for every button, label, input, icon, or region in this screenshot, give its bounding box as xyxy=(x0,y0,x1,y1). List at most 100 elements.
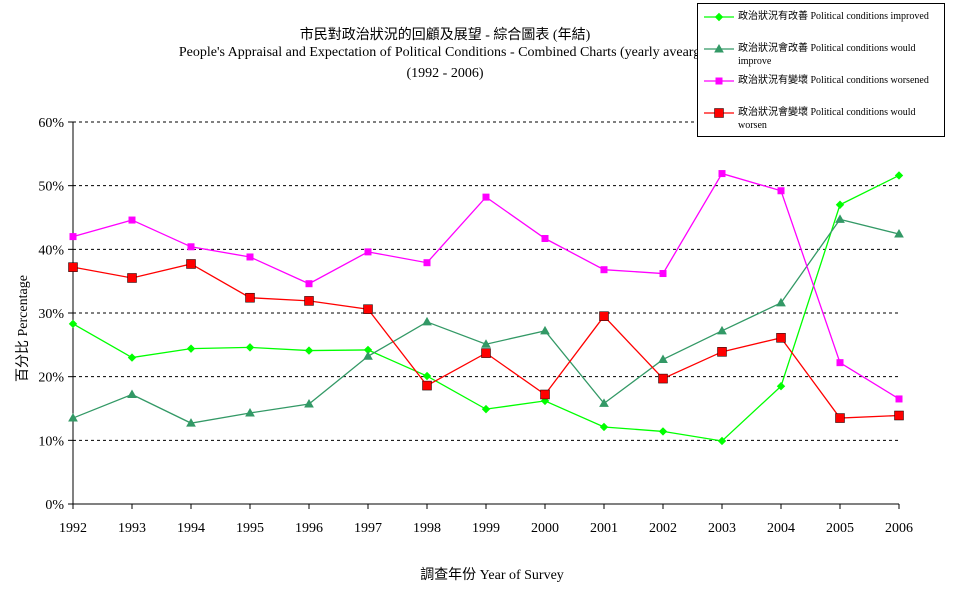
legend-label-improved: 政治狀況有改善 Political conditions improved xyxy=(738,11,929,22)
legend-swatch-would-improve xyxy=(704,43,734,53)
data-point xyxy=(481,348,491,358)
data-point xyxy=(599,398,609,407)
series-line xyxy=(72,174,900,442)
data-point xyxy=(304,399,314,408)
data-point xyxy=(304,296,314,306)
x-tick-label: 1994 xyxy=(177,521,205,536)
y-tick-label: 10% xyxy=(38,434,64,449)
x-axis-label: 調查年份 Year of Survey xyxy=(420,568,564,583)
data-point xyxy=(894,229,904,238)
data-point xyxy=(659,270,667,278)
data-point xyxy=(836,359,844,367)
y-axis-label: 百分比 Percentage xyxy=(16,275,31,382)
data-point xyxy=(127,353,137,362)
legend-label-would-improve: 政治狀況會改善 Political conditions would impro… xyxy=(738,43,916,67)
chart-title: 市民對政治狀況的回顧及展望 - 綜合圖表 (年結) xyxy=(299,28,591,43)
data-point xyxy=(835,413,845,423)
data-point xyxy=(245,343,255,352)
legend: 政治狀況有改善 Political conditions improved 政治… xyxy=(697,3,945,137)
data-point xyxy=(717,325,727,335)
data-point xyxy=(363,304,373,314)
legend-swatch-would-worsen xyxy=(704,108,734,118)
x-tick-label: 2005 xyxy=(826,521,854,536)
legend-marker xyxy=(714,12,724,22)
data-point xyxy=(68,413,78,422)
data-point xyxy=(481,404,491,414)
data-point xyxy=(423,259,431,267)
x-tick-label: 2002 xyxy=(649,521,677,536)
data-point xyxy=(127,273,137,283)
data-point xyxy=(776,333,786,343)
data-point xyxy=(717,347,727,357)
x-tick-label: 2006 xyxy=(885,521,913,536)
x-tick-label: 1996 xyxy=(295,521,323,536)
x-tick-label: 1998 xyxy=(413,521,441,536)
x-tick-label: 2001 xyxy=(590,521,618,536)
data-point xyxy=(835,214,845,223)
data-point xyxy=(718,170,726,178)
legend-marker xyxy=(714,108,724,118)
series-3 xyxy=(68,259,904,423)
series-0 xyxy=(68,171,904,446)
data-point xyxy=(658,354,668,363)
data-point xyxy=(777,187,785,195)
legend-swatch-improved xyxy=(704,12,734,22)
data-point xyxy=(541,235,549,243)
legend-marker xyxy=(714,43,724,53)
series-line xyxy=(72,218,900,424)
data-point xyxy=(186,259,196,269)
x-tick-label: 2003 xyxy=(708,521,736,536)
series-2 xyxy=(69,170,903,403)
data-point xyxy=(422,380,432,391)
chart-year-range: (1992 - 2006) xyxy=(406,66,484,81)
data-point xyxy=(540,325,550,335)
data-point xyxy=(245,407,255,417)
chart-subtitle: People's Appraisal and Expectation of Po… xyxy=(178,45,712,60)
data-point xyxy=(658,427,668,436)
series-line xyxy=(72,172,900,400)
x-tick-label: 2004 xyxy=(767,521,795,536)
x-tick-label: 1993 xyxy=(118,521,146,536)
y-tick-label: 0% xyxy=(45,498,64,513)
x-tick-label: 2000 xyxy=(531,521,559,536)
data-point xyxy=(363,351,373,360)
data-point xyxy=(127,389,137,398)
data-point xyxy=(481,339,491,348)
data-point xyxy=(422,371,432,381)
data-point xyxy=(776,382,786,391)
data-point xyxy=(364,248,372,256)
data-point xyxy=(187,243,195,251)
data-point xyxy=(305,280,313,288)
x-tick-label: 1995 xyxy=(236,521,264,536)
y-tick-label: 40% xyxy=(38,243,64,258)
data-point xyxy=(599,422,609,432)
y-tick-label: 60% xyxy=(38,116,64,131)
x-tick-label: 1997 xyxy=(354,521,382,536)
data-point xyxy=(186,418,196,427)
data-point xyxy=(68,262,78,272)
legend-marker xyxy=(715,77,723,85)
x-tick-label: 1992 xyxy=(59,521,87,536)
y-tick-label: 30% xyxy=(38,307,64,322)
data-point xyxy=(128,216,136,224)
data-point xyxy=(600,266,608,274)
data-point xyxy=(540,389,550,400)
legend-label-worsened: 政治狀況有變壞 Political conditions worsened xyxy=(738,75,929,86)
data-point xyxy=(68,319,78,329)
data-point xyxy=(422,316,432,326)
y-tick-label: 20% xyxy=(38,371,64,386)
data-point xyxy=(776,297,786,307)
data-point xyxy=(895,395,903,403)
data-point xyxy=(245,292,255,303)
data-point xyxy=(186,344,196,353)
data-point xyxy=(894,171,904,180)
legend-label-would-worsen: 政治狀況會變壞 Political conditions would worse… xyxy=(738,107,916,131)
data-point xyxy=(482,193,490,201)
data-point xyxy=(717,436,727,446)
x-tick-label: 1999 xyxy=(472,521,500,536)
data-point xyxy=(246,253,254,261)
data-point xyxy=(304,346,314,355)
data-point xyxy=(835,200,845,209)
series-1 xyxy=(68,214,904,427)
